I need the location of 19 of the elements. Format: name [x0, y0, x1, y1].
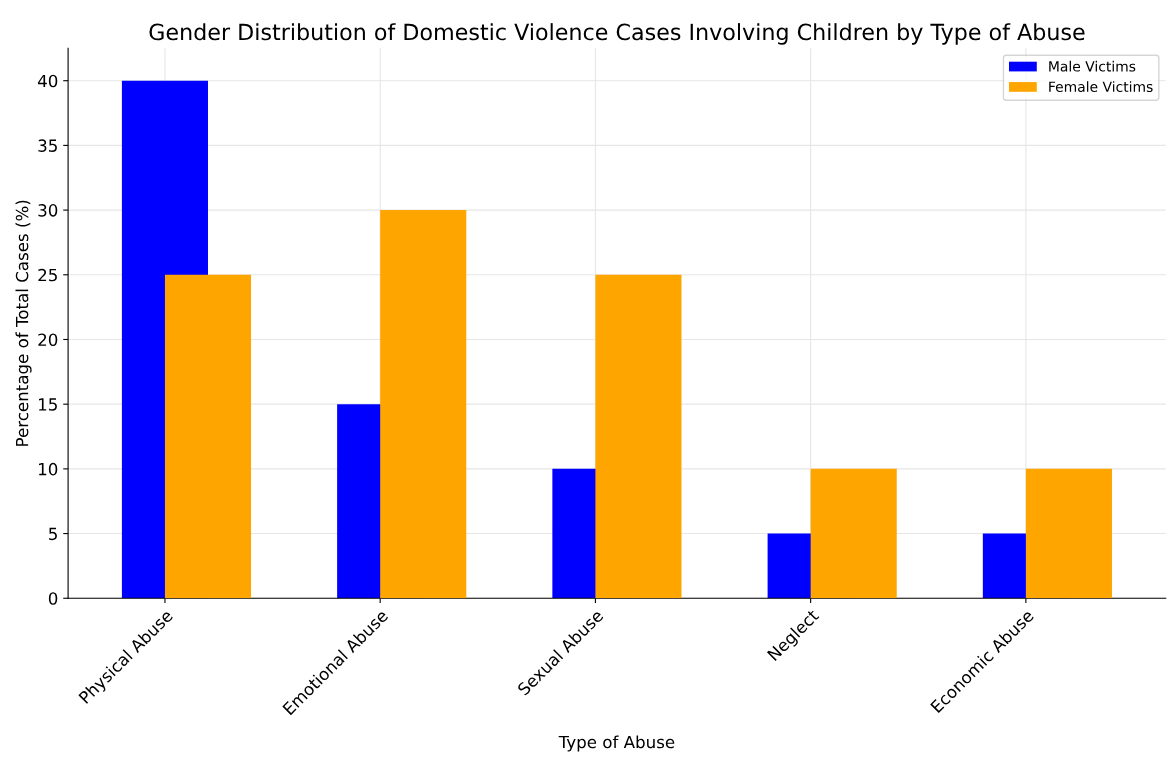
y-axis-title: Percentage of Total Cases (%) — [15, 200, 32, 446]
legend-label: Male Victims — [1049, 60, 1136, 72]
y-tick-label: 40 — [37, 74, 58, 88]
y-tick-label: 10 — [38, 462, 58, 476]
bar — [810, 468, 897, 599]
bar — [595, 274, 682, 599]
y-tick-label: 20 — [38, 333, 58, 347]
y-tick-label: 35 — [38, 139, 57, 152]
y-tick-label: 15 — [38, 398, 57, 411]
y-tick-label: 0 — [48, 592, 58, 605]
bar — [164, 274, 252, 599]
x-axis-title: Type of Abuse — [558, 735, 675, 752]
bar — [1025, 468, 1112, 599]
legend-label: Female Victims — [1049, 81, 1153, 92]
chart-title: Gender Distribution of Domestic Violence Cases Involving Children by Type of Abuse — [149, 23, 1085, 45]
y-tick-label: 25 — [38, 268, 57, 282]
y-tick-label: 30 — [38, 204, 58, 217]
bar — [380, 210, 467, 599]
y-tick-label: 5 — [49, 527, 57, 541]
